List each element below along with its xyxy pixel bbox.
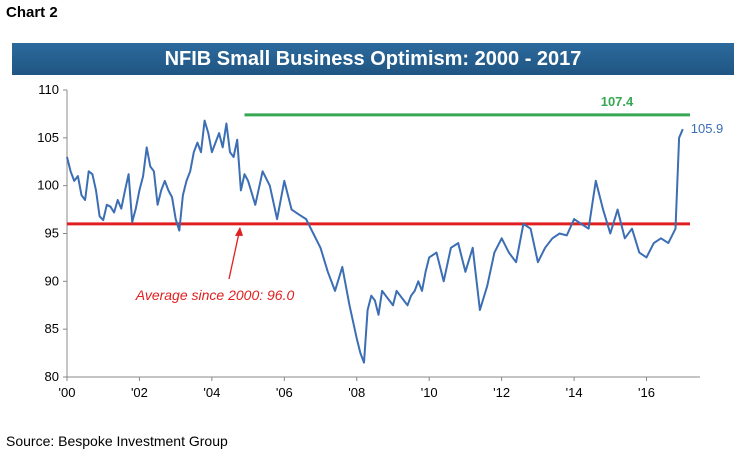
series-group [66, 119, 684, 364]
annotations: 107.4 105.9 Average since 2000: 96.0 [135, 94, 724, 303]
y-tick-label: 90 [45, 273, 59, 288]
y-tick-label: 85 [45, 321, 59, 336]
y-axis-ticks: 80 85 90 95 100 105 110 [37, 82, 67, 384]
chart-axes [66, 90, 700, 378]
chart-number-label: Chart 2 [6, 4, 58, 21]
x-tick-label: '06 [276, 385, 293, 400]
y-tick-label: 110 [38, 82, 59, 97]
average-label: Average since 2000: 96.0 [135, 287, 295, 303]
y-tick-label: 100 [37, 178, 59, 193]
x-tick-label: '14 [566, 385, 583, 400]
y-tick-label: 95 [45, 226, 59, 241]
x-tick-label: '12 [493, 385, 510, 400]
high-value-label: 107.4 [601, 94, 634, 109]
optimism-series-line [66, 119, 684, 364]
y-tick-label: 80 [45, 369, 59, 384]
average-arrow [228, 232, 240, 280]
x-axis-ticks: '00 '02 '04 '06 '08 '10 '12 '14 '16 [59, 377, 655, 400]
x-tick-label: '08 [348, 385, 365, 400]
x-tick-label: '04 [203, 385, 220, 400]
x-tick-label: '00 [59, 385, 76, 400]
last-value-label: 105.9 [691, 121, 724, 136]
chart-title: NFIB Small Business Optimism: 2000 - 201… [12, 43, 734, 75]
x-tick-label: '10 [421, 385, 438, 400]
source-note: Source: Bespoke Investment Group [6, 433, 228, 449]
x-tick-label: '02 [131, 385, 148, 400]
y-tick-label: 105 [37, 130, 59, 145]
average-arrowhead [235, 226, 243, 236]
x-tick-label: '16 [638, 385, 655, 400]
reference-lines [67, 113, 690, 226]
